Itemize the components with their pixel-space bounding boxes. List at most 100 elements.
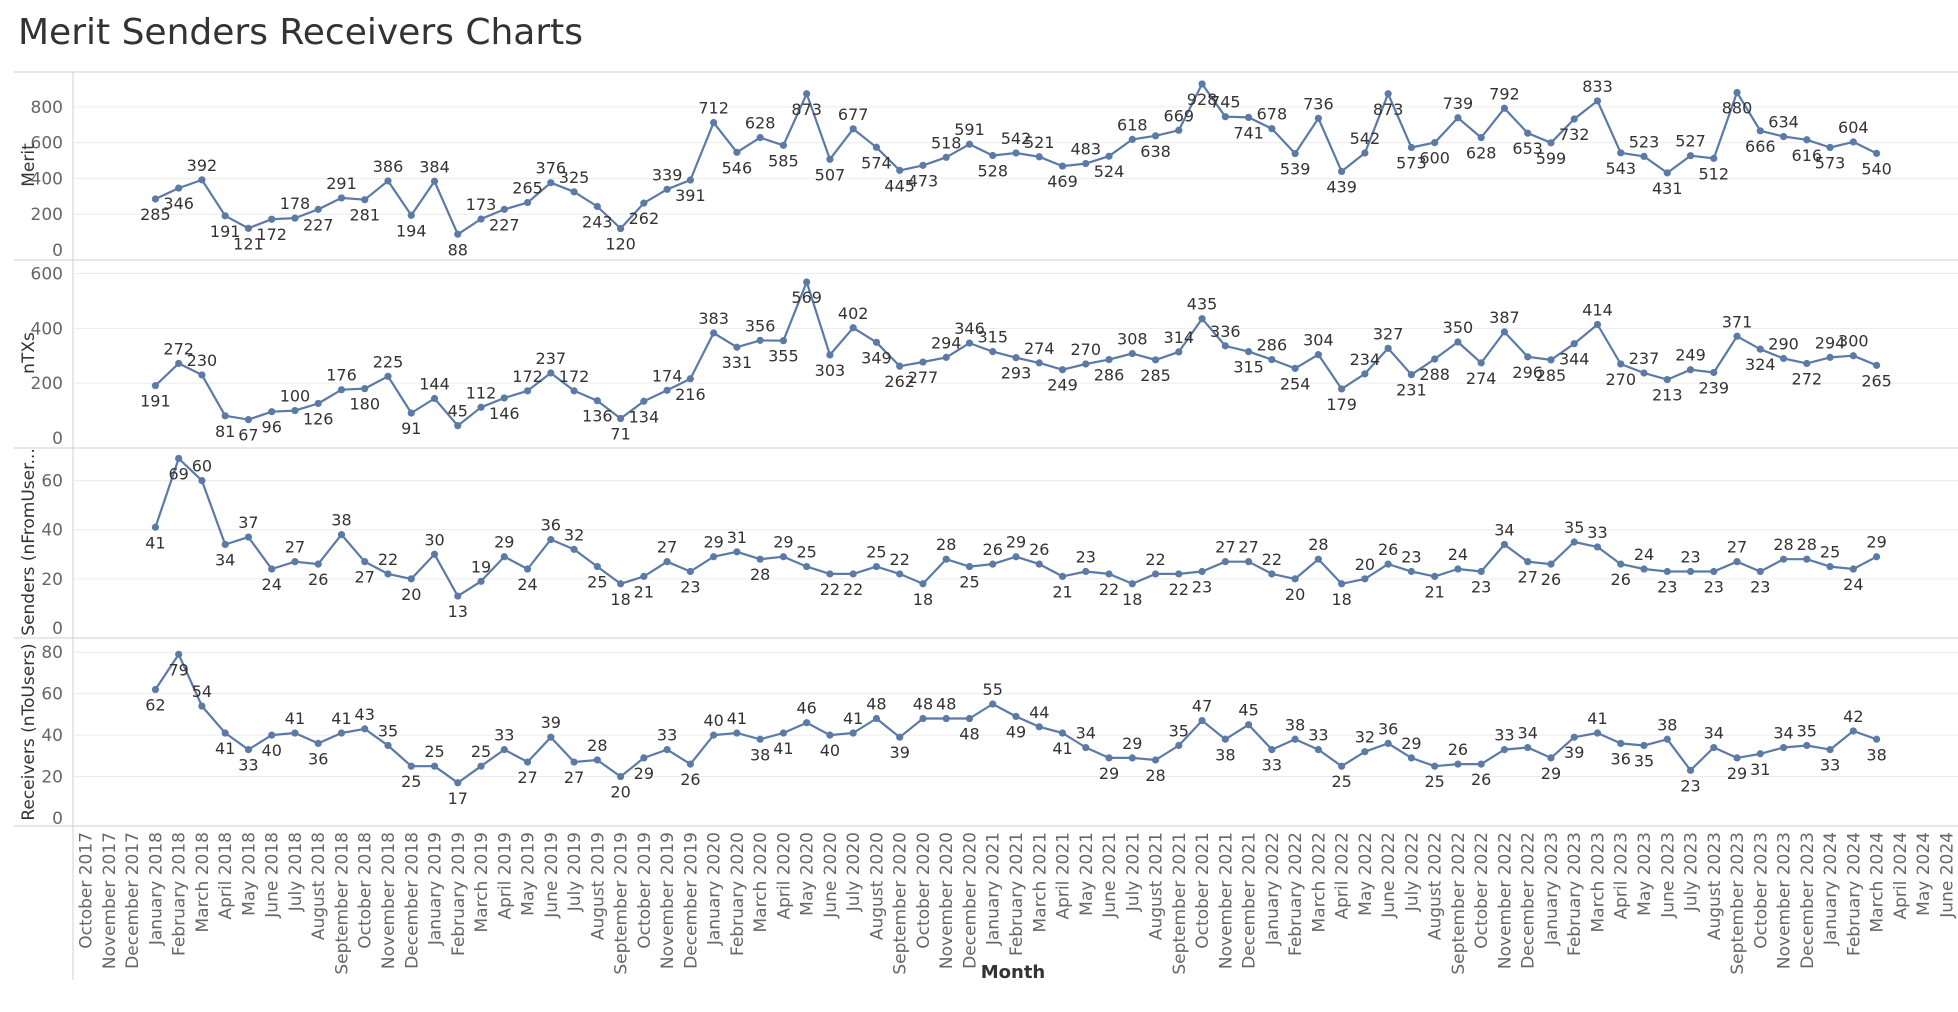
data-point (1338, 762, 1346, 770)
data-label: 20 (401, 585, 421, 604)
data-point (500, 394, 508, 402)
data-label: 573 (1815, 153, 1846, 172)
x-tick-label: July 2022 (1402, 832, 1422, 912)
data-label: 546 (722, 158, 753, 177)
x-tick-label: May 2019 (519, 832, 539, 916)
data-point (779, 729, 788, 737)
x-tick-label: June 2019 (542, 832, 562, 919)
data-label: 270 (1071, 340, 1102, 359)
data-point (989, 348, 997, 356)
data-label: 22 (1169, 580, 1189, 599)
data-point (1221, 342, 1229, 350)
data-point (244, 224, 253, 232)
data-point (1338, 167, 1346, 176)
data-label: 213 (1652, 386, 1683, 405)
data-point (1151, 756, 1160, 764)
data-point (756, 555, 764, 563)
x-tick-label: January 2021 (984, 832, 1004, 946)
data-point (1617, 560, 1625, 568)
data-label: 26 (1541, 570, 1561, 589)
data-label: 225 (373, 352, 404, 371)
data-label: 653 (1512, 139, 1543, 158)
x-tick-label: June 2020 (821, 832, 841, 919)
x-tick-label: February 2022 (1286, 832, 1306, 956)
data-label: 239 (1699, 378, 1730, 397)
data-point (151, 382, 160, 390)
data-label: 739 (1443, 94, 1474, 113)
data-label: 27 (517, 768, 537, 787)
x-tick-label: May 2022 (1356, 832, 1376, 916)
data-point (756, 336, 764, 344)
data-point (1198, 717, 1206, 725)
data-label: 48 (913, 695, 933, 714)
data-point (1268, 355, 1276, 364)
data-point (1244, 558, 1253, 566)
data-label: 634 (1768, 113, 1799, 132)
data-label: 26 (983, 540, 1003, 559)
data-label: 79 (168, 660, 188, 679)
data-point (1826, 562, 1834, 571)
data-label: 28 (587, 736, 607, 755)
data-point (989, 151, 997, 160)
data-point (1663, 375, 1671, 384)
y-tick-label: 80 (41, 643, 63, 663)
x-tick-label: October 2017 (77, 832, 97, 949)
data-point (616, 580, 625, 588)
data-label: 314 (1164, 328, 1195, 347)
data-point (1082, 743, 1090, 752)
data-label: 34 (1076, 724, 1096, 743)
data-label: 294 (1815, 333, 1846, 352)
data-point (523, 198, 532, 207)
data-label: 34 (1518, 724, 1538, 743)
data-point (1175, 741, 1183, 750)
data-point (1361, 370, 1369, 378)
x-tick-label: January 2019 (426, 832, 446, 946)
data-point (1407, 143, 1416, 152)
x-tick-label: February 2021 (1007, 832, 1027, 956)
data-label: 23 (1680, 547, 1700, 566)
data-label: 270 (1605, 370, 1636, 389)
data-point (570, 387, 578, 395)
data-label: 745 (1210, 93, 1241, 112)
data-point (1686, 366, 1695, 374)
data-label: 18 (913, 590, 933, 609)
data-point (896, 733, 904, 741)
data-point (710, 118, 718, 127)
data-label: 833 (1582, 77, 1613, 96)
data-label: 29 (634, 764, 654, 783)
data-point (1663, 169, 1671, 177)
x-tick-label: March 2023 (1588, 832, 1608, 933)
data-point (640, 754, 648, 762)
data-label: 285 (140, 205, 171, 224)
data-point (221, 212, 229, 220)
data-label: 23 (1471, 577, 1491, 596)
y-tick-label: 0 (52, 241, 63, 261)
data-point (547, 535, 555, 544)
x-tick-label: November 2017 (100, 832, 120, 969)
data-label: 732 (1559, 125, 1590, 144)
data-point (1686, 766, 1695, 774)
data-label: 41 (1587, 709, 1607, 728)
data-label: 45 (448, 402, 468, 421)
data-label: 286 (1094, 366, 1125, 385)
data-point (872, 714, 881, 723)
data-label: 325 (559, 168, 590, 187)
data-label: 300 (1838, 332, 1869, 351)
data-point (523, 758, 532, 766)
data-point (1756, 750, 1764, 758)
data-point (1570, 733, 1578, 741)
data-point (756, 134, 764, 142)
data-label: 666 (1745, 137, 1776, 156)
x-tick-label: April 2021 (1054, 832, 1074, 920)
y-tick-label: 40 (41, 726, 63, 746)
data-label: 36 (1611, 749, 1631, 768)
data-label: 38 (1285, 715, 1305, 734)
data-point (1314, 114, 1322, 122)
x-tick-label: October 2020 (914, 832, 934, 949)
data-label: 26 (1448, 740, 1468, 759)
data-label: 518 (931, 133, 962, 152)
data-label: 22 (1145, 550, 1165, 569)
data-label: 23 (1192, 577, 1212, 596)
data-point (896, 570, 904, 578)
data-label: 527 (1675, 132, 1706, 151)
